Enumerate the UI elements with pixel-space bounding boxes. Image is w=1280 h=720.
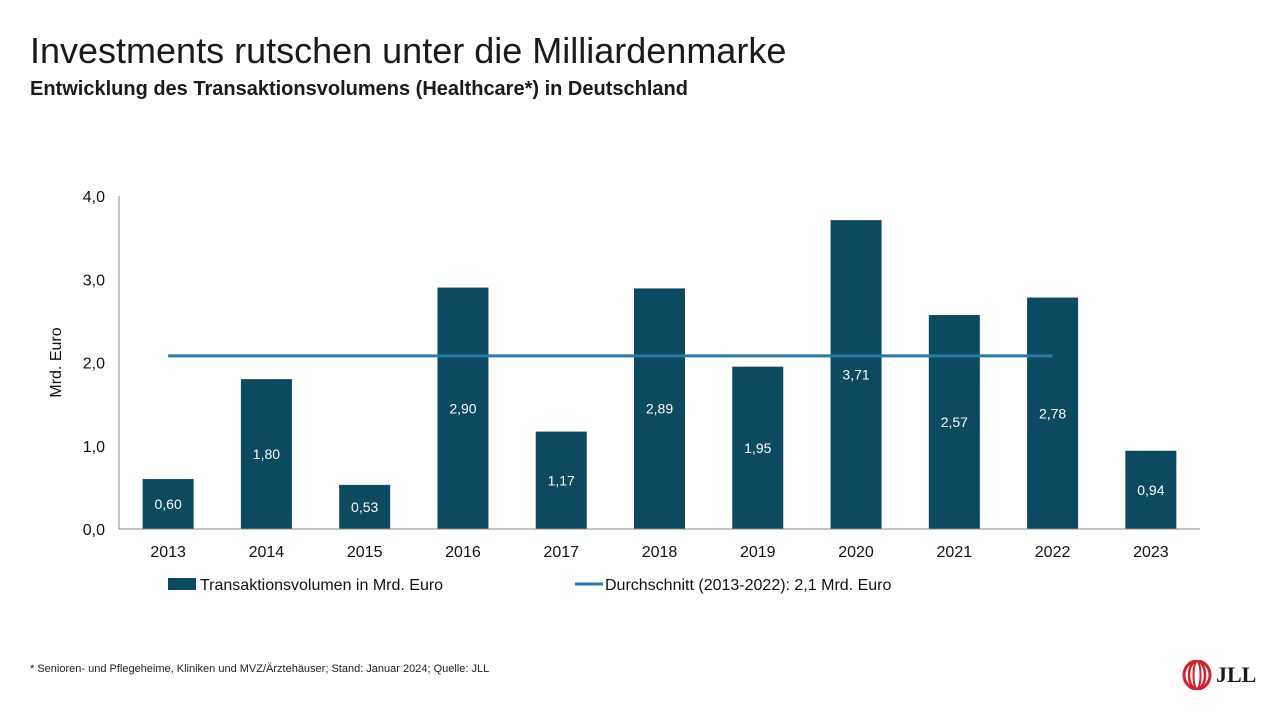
- x-tick-label: 2020: [838, 544, 874, 561]
- bar: [339, 484, 391, 529]
- legend-label-bars: Transaktionsvolumen in Mrd. Euro: [200, 577, 443, 594]
- page-title: Investments rutschen unter die Milliarde…: [30, 30, 787, 71]
- data-label: 2,90: [449, 400, 476, 416]
- jll-logo-icon: [1182, 660, 1212, 690]
- legend-label-average: Durchschnitt (2013-2022): 2,1 Mrd. Euro: [605, 577, 891, 594]
- bar: [437, 287, 489, 529]
- y-tick-label: 3,0: [83, 272, 105, 289]
- data-label: 0,53: [351, 499, 378, 515]
- jll-logo: JLL: [1182, 660, 1256, 690]
- y-tick-label: 4,0: [83, 189, 105, 206]
- bar: [928, 315, 980, 529]
- data-label: 3,71: [842, 367, 869, 383]
- y-axis-label: Mrd. Euro: [48, 327, 65, 397]
- x-tick-label: 2023: [1133, 544, 1169, 561]
- bar: [142, 479, 194, 529]
- bar: [732, 366, 784, 529]
- bar: [240, 379, 292, 529]
- data-label: 2,57: [941, 414, 968, 430]
- data-label: 1,80: [253, 446, 280, 462]
- bar: [535, 431, 587, 529]
- footnote: * Senioren- und Pflegeheime, Kliniken un…: [30, 663, 490, 675]
- x-tick-label: 2022: [1035, 544, 1071, 561]
- x-tick-label: 2015: [347, 544, 383, 561]
- x-tick-label: 2021: [937, 544, 973, 561]
- bar: [634, 288, 685, 529]
- x-tick-label: 2016: [445, 544, 481, 561]
- data-label: 1,17: [548, 472, 575, 488]
- y-tick-label: 2,0: [83, 356, 105, 373]
- x-tick-label: 2017: [543, 544, 579, 561]
- x-tick-label: 2018: [642, 544, 678, 561]
- x-tick-label: 2019: [740, 544, 776, 561]
- data-label: 2,78: [1039, 405, 1066, 421]
- y-tick-label: 0,0: [83, 522, 105, 539]
- data-label: 0,60: [155, 496, 182, 512]
- x-tick-label: 2013: [150, 544, 186, 561]
- bar: [1125, 450, 1177, 529]
- y-tick-label: 1,0: [83, 439, 105, 456]
- legend-swatch-bars: [168, 578, 196, 590]
- bar: [830, 220, 882, 529]
- x-tick-label: 2014: [249, 544, 285, 561]
- data-label: 2,89: [646, 401, 673, 417]
- jll-logo-text: JLL: [1216, 662, 1257, 687]
- bar: [1027, 297, 1079, 529]
- data-label: 1,95: [744, 440, 771, 456]
- page-subtitle: Entwicklung des Transaktionsvolumens (He…: [30, 78, 688, 100]
- data-label: 0,94: [1137, 482, 1164, 498]
